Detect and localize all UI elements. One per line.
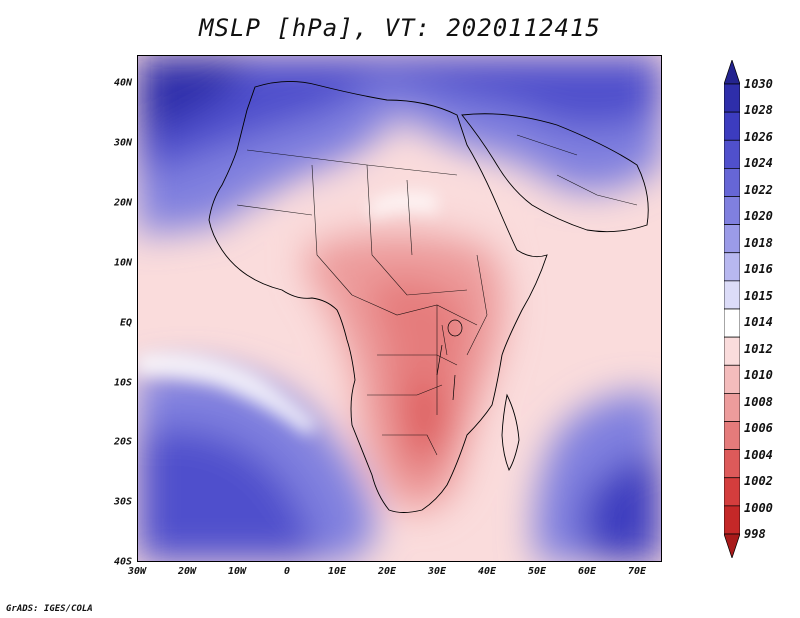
colorbar — [724, 60, 740, 558]
colorbar-segment — [724, 421, 740, 450]
colorbar-label: 1004 — [744, 447, 773, 462]
lake-victoria — [447, 319, 463, 337]
border-11 — [466, 254, 488, 356]
colorbar-segment — [724, 449, 740, 479]
colorbar-segment — [724, 139, 740, 169]
footer-credit: GrADS: IGES/COLA — [6, 604, 93, 614]
border-3 — [366, 164, 468, 296]
colorbar-label: 1012 — [744, 341, 773, 356]
colorbar-label: 1020 — [744, 209, 773, 224]
colorbar-bottom-arrow — [724, 533, 740, 558]
colorbar-segment — [724, 336, 740, 366]
lake-tanganyika — [436, 344, 443, 376]
colorbar-segment — [724, 83, 740, 113]
colorbar-label: 1014 — [744, 315, 773, 330]
lat-label-30s: 30S — [113, 496, 132, 508]
lat-label-10s: 10S — [113, 377, 132, 389]
colorbar-segment — [724, 196, 740, 225]
lon-label-0: 0 — [283, 566, 291, 577]
lat-label-10n: 10N — [113, 257, 132, 269]
colorbar-segment — [724, 505, 740, 535]
colorbar-segment — [724, 252, 740, 282]
northern-boundary-zone — [367, 191, 437, 220]
colorbar-label: 1008 — [744, 394, 773, 409]
border-14 — [516, 134, 578, 156]
colorbar-label: 998 — [744, 527, 766, 541]
border-12 — [441, 324, 448, 356]
arabia-coast — [461, 113, 649, 233]
lat-label-20s: 20S — [113, 436, 132, 448]
colorbar-label: 1018 — [744, 235, 773, 250]
border-4 — [406, 179, 413, 256]
lon-label-40e: 40E — [477, 566, 497, 577]
africa-coast — [208, 81, 548, 513]
madagascar-coast — [501, 393, 520, 472]
lat-label-40s: 40S — [113, 556, 132, 568]
colorbar-segment — [724, 477, 740, 507]
border-8 — [367, 384, 443, 396]
map-frame — [137, 55, 662, 562]
lake-malawi — [452, 374, 456, 401]
colorbar-label: 1028 — [744, 103, 773, 118]
colorbar-label: 1026 — [744, 129, 773, 144]
border-5 — [236, 204, 313, 216]
colorbar-segment — [724, 111, 740, 141]
coastlines — [208, 81, 649, 513]
high-north-west — [137, 55, 247, 135]
colorbar-label: 1030 — [744, 77, 773, 91]
lon-label-10e: 10E — [327, 566, 347, 577]
lon-label-60e: 60E — [577, 566, 597, 577]
south-indian-high-core — [583, 455, 662, 562]
colorbar-label: 1022 — [744, 182, 773, 197]
colorbar-label: 1000 — [744, 500, 773, 515]
lat-label-eq: EQ — [119, 317, 132, 329]
colorbar-label: 1024 — [744, 156, 773, 171]
pressure-field-map — [137, 55, 662, 562]
lon-label-20w: 20W — [177, 566, 197, 577]
colorbar-label: 1015 — [744, 288, 773, 303]
colorbar-label: 1016 — [744, 262, 773, 277]
border-2 — [311, 164, 353, 296]
colorbar-segment — [724, 224, 740, 254]
map-title: MSLP [hPa], VT: 2020112415 — [199, 14, 601, 42]
lon-label-70e: 70E — [627, 566, 647, 577]
colorbar-segment — [724, 308, 740, 338]
lat-label-40n: 40N — [113, 77, 132, 89]
lon-label-30e: 30E — [427, 566, 447, 577]
colorbar-segment — [724, 280, 740, 310]
lon-label-10w: 10W — [227, 566, 247, 577]
colorbar-label: 1002 — [744, 474, 773, 489]
lat-label-30n: 30N — [113, 137, 132, 149]
border-6 — [351, 294, 478, 326]
colorbar-segment — [724, 168, 740, 197]
country-borders — [236, 134, 638, 456]
southern-boundary-zone — [137, 352, 317, 435]
colorbar-label: 1010 — [744, 368, 773, 383]
lon-label-50e: 50E — [527, 566, 547, 577]
lat-label-20n: 20N — [113, 197, 132, 209]
border-13 — [556, 174, 638, 206]
lon-label-30w: 30W — [127, 566, 147, 577]
map-panel — [137, 55, 662, 562]
colorbar-segment — [724, 364, 740, 394]
colorbar-segment — [724, 393, 740, 422]
colorbar-top-arrow — [724, 60, 740, 85]
high-north-core — [137, 55, 662, 175]
border-9 — [382, 434, 438, 456]
lon-label-20e: 20E — [377, 566, 397, 577]
colorbar-label: 1006 — [744, 421, 773, 436]
south-atlantic-high-core — [137, 428, 317, 562]
lakes — [436, 319, 463, 401]
